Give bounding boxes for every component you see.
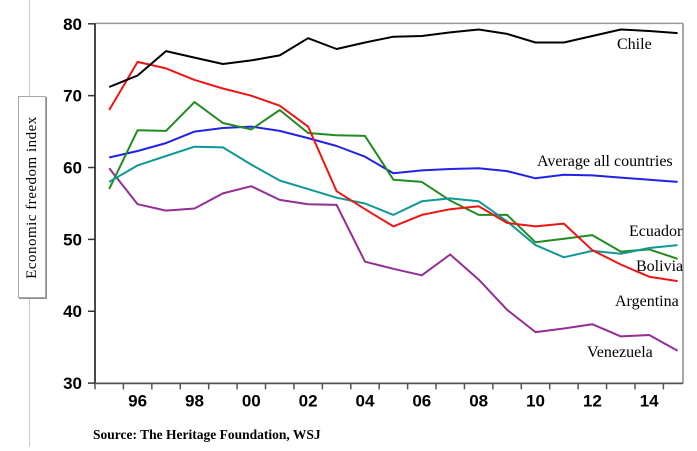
source-note: Source: The Heritage Foundation, WSJ [93, 427, 321, 442]
series-label-venezuela: Venezuela [587, 344, 653, 361]
y-tick-label: 50 [63, 230, 82, 249]
series-label-ecuador: Ecuador [629, 223, 683, 240]
series-line-argentina [108, 60, 678, 283]
series-line-bolivia [108, 101, 678, 260]
series-line-average-all-countries [108, 125, 678, 183]
x-tick-label: 08 [469, 391, 488, 410]
y-axis-title: Economic freedom index [23, 115, 40, 279]
y-tick-label: 30 [63, 374, 82, 393]
x-tick-label: 10 [526, 391, 545, 410]
y-tick-label: 70 [63, 87, 82, 106]
series-label-bolivia: Bolivia [636, 258, 683, 275]
series-line-chile [108, 28, 678, 88]
y-axis-title-box: Economic freedom index [18, 96, 46, 298]
y-tick-label: 80 [63, 15, 82, 34]
series-label-average-all-countries: Average all countries [537, 153, 673, 170]
x-tick-label: 00 [242, 391, 261, 410]
y-tick-label: 60 [63, 159, 82, 178]
y-tick-label: 40 [63, 302, 82, 321]
series-label-chile: Chile [617, 36, 652, 53]
x-tick-label: 06 [412, 391, 431, 410]
x-tick-label: 02 [299, 391, 318, 410]
x-tick-label: 04 [356, 391, 375, 410]
x-tick-label: 12 [583, 391, 602, 410]
x-tick-label: 96 [128, 391, 147, 410]
series-line-ecuador [108, 145, 678, 259]
series-label-argentina: Argentina [615, 293, 679, 310]
x-tick-label: 14 [640, 391, 659, 410]
series-line-venezuela [108, 167, 679, 352]
x-tick-label: 98 [185, 391, 204, 410]
